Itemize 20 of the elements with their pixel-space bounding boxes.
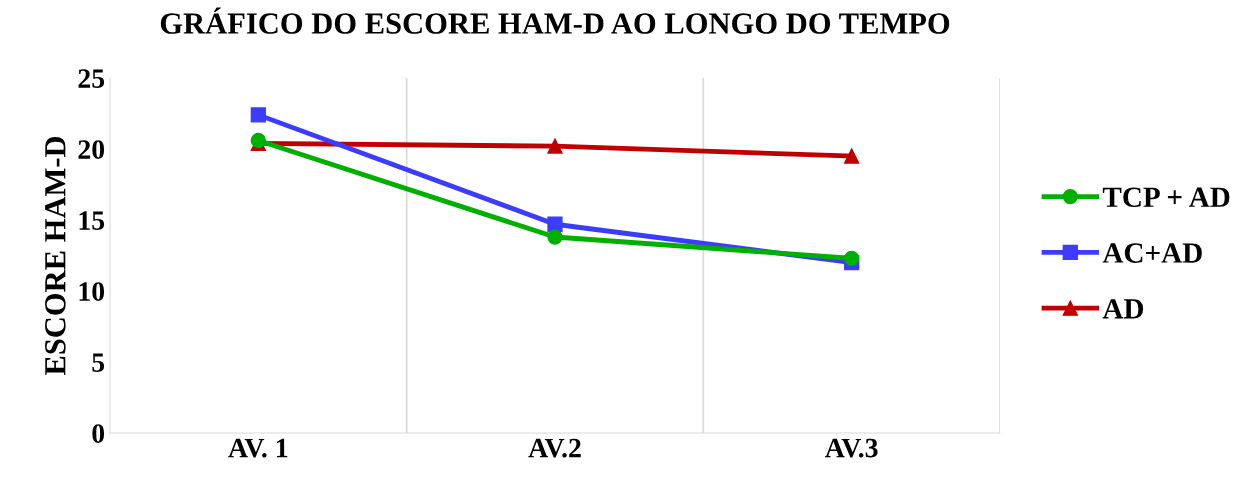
point — [547, 138, 563, 154]
x-tick-label: AV.2 — [528, 438, 581, 458]
y-axis-title: ESCORE HAM-D — [45, 136, 66, 376]
legend-label: TCP + AD — [1102, 187, 1230, 208]
legend-label: AD — [1102, 299, 1144, 319]
y-tick-label: 20 — [78, 140, 105, 159]
point — [547, 229, 563, 245]
point — [844, 148, 860, 164]
y-tick-label: 10 — [79, 282, 105, 301]
point — [547, 216, 563, 232]
y-tick-label: 15 — [79, 211, 105, 230]
legend-label: AC+AD — [1102, 243, 1202, 263]
y-tick-label: 0 — [92, 424, 105, 443]
point — [250, 107, 266, 123]
point — [844, 250, 860, 266]
y-tick-label: 25 — [78, 69, 105, 88]
x-tick-label: AV. 1 — [228, 438, 288, 458]
x-tick-label: AV.3 — [825, 438, 878, 458]
chart-title: GRÁFICO DO ESCORE HAM-D AO LONGO DO TEMPO — [160, 7, 950, 34]
y-tick-label: 5 — [92, 353, 105, 372]
